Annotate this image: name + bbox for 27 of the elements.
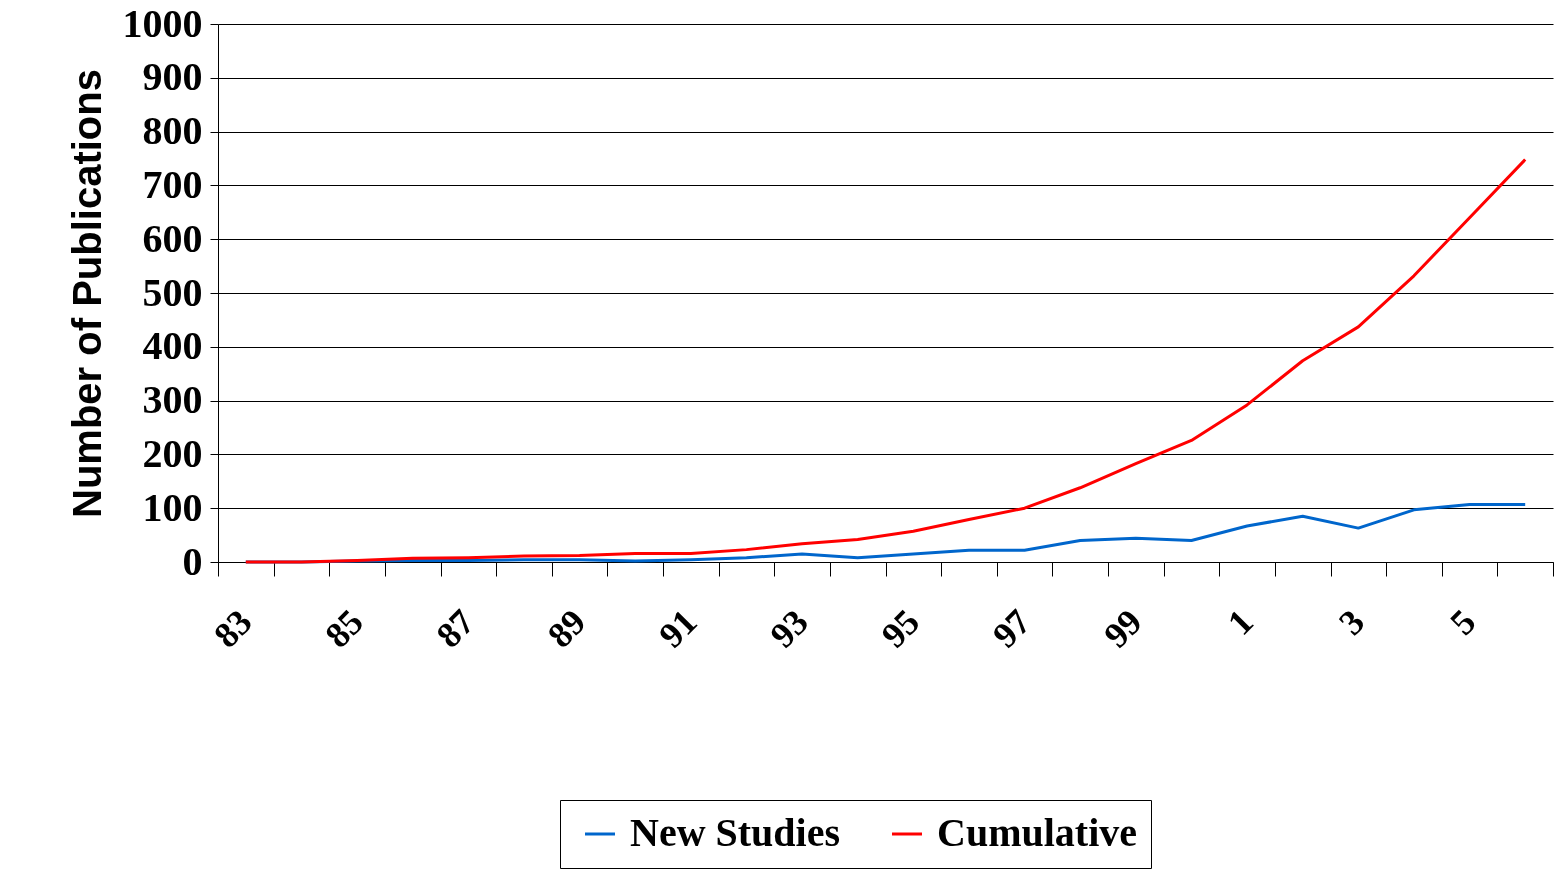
line-series xyxy=(244,158,1527,564)
y-tick-label: 100 xyxy=(142,484,203,530)
x-tick-label: 83 xyxy=(206,601,260,656)
x-tick-label: 91 xyxy=(651,601,705,656)
legend-label: Cumulative xyxy=(937,810,1137,855)
x-tick-label: 87 xyxy=(428,601,483,656)
x-tick-label: 1 xyxy=(1219,601,1261,643)
y-tick-label: 400 xyxy=(142,323,203,369)
x-tick-label: 95 xyxy=(873,601,928,656)
y-tick-label: 500 xyxy=(142,269,203,315)
y-tick-label: 600 xyxy=(142,215,203,261)
y-axis-title: Number of Publications xyxy=(64,69,109,518)
y-tick-label: 200 xyxy=(142,430,203,476)
y-tick-label: 800 xyxy=(142,108,203,154)
y-tick-label: 1000 xyxy=(122,0,203,46)
x-tick-label: 3 xyxy=(1331,601,1373,643)
y-tick-label: 300 xyxy=(142,377,203,423)
x-tick-label: 97 xyxy=(984,601,1039,656)
y-tick-label: 900 xyxy=(142,54,203,100)
x-tick-label: 99 xyxy=(1096,601,1150,656)
x-tick-label: 89 xyxy=(539,601,594,656)
legend-label: New Studies xyxy=(630,810,841,855)
y-tick-label: 0 xyxy=(182,538,203,584)
x-tick-label: 85 xyxy=(317,601,371,656)
x-tick-label: 5 xyxy=(1442,601,1484,643)
x-tick-label: 93 xyxy=(762,601,816,656)
y-tick-label: 700 xyxy=(142,161,203,207)
